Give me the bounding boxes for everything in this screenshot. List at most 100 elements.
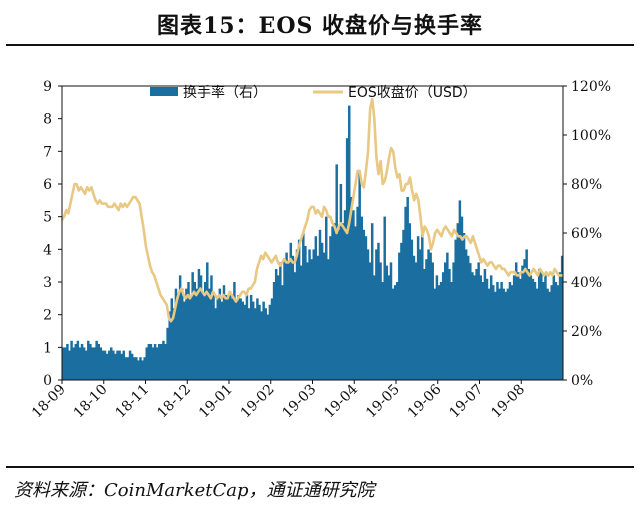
left-tick-label: 9 bbox=[43, 79, 52, 95]
turnover-bar bbox=[492, 285, 495, 380]
turnover-bar bbox=[256, 298, 259, 380]
turnover-bar bbox=[425, 259, 428, 380]
turnover-bar bbox=[176, 298, 180, 380]
legend: 换手率（右） EOS收盘价（USD） bbox=[150, 84, 477, 101]
legend-label-price: EOS收盘价（USD） bbox=[348, 84, 477, 101]
x-tick-label: 19-02 bbox=[238, 382, 278, 422]
turnover-bar bbox=[203, 282, 207, 380]
turnover-bar bbox=[308, 249, 311, 380]
turnover-bar bbox=[523, 259, 526, 380]
turnover-bar bbox=[137, 360, 140, 380]
turnover-bar bbox=[345, 138, 349, 380]
turnover-bar bbox=[126, 357, 130, 380]
x-axis-ticks: 18-09 18-10 18-11 18-12 19-01 19-02 19-03 19-04… bbox=[29, 380, 528, 421]
x-tick-label: 19-07 bbox=[446, 382, 486, 422]
turnover-bar bbox=[325, 216, 328, 380]
turnover-bar bbox=[533, 282, 537, 380]
x-tick-label: 18-11 bbox=[112, 382, 152, 422]
turnover-bar bbox=[508, 282, 512, 380]
turnover-bar bbox=[329, 236, 332, 380]
turnover-bar bbox=[220, 301, 224, 380]
turnover-bar bbox=[68, 350, 71, 380]
turnover-bar bbox=[368, 262, 372, 380]
turnover-bar bbox=[343, 210, 347, 380]
turnover-bar bbox=[145, 347, 148, 380]
turnover-bar bbox=[229, 291, 232, 380]
turnover-bar bbox=[464, 249, 468, 380]
turnover-bar bbox=[291, 255, 295, 380]
turnover-bar bbox=[283, 259, 286, 380]
turnover-bar bbox=[70, 340, 73, 380]
turnover-bar bbox=[341, 223, 345, 380]
turnover-bar bbox=[512, 275, 516, 380]
turnover-bar bbox=[466, 255, 470, 380]
turnover-bar bbox=[105, 353, 109, 380]
turnover-bar bbox=[231, 298, 234, 380]
turnover-bar bbox=[110, 347, 113, 380]
turnover-bar bbox=[247, 308, 251, 380]
turnover-bar bbox=[224, 294, 228, 380]
chart-title: 图表15：EOS 收盘价与换手率 bbox=[156, 13, 484, 39]
turnover-bar bbox=[446, 252, 449, 380]
x-tick-label: 18-10 bbox=[71, 382, 111, 422]
turnover-bar bbox=[216, 298, 219, 380]
turnover-bar bbox=[226, 298, 230, 380]
turnover-bar bbox=[381, 282, 384, 380]
left-tick-label: 6 bbox=[43, 177, 52, 193]
turnover-bar bbox=[249, 294, 253, 380]
turnover-bar bbox=[327, 259, 330, 380]
turnover-bar bbox=[114, 353, 117, 380]
turnover-bar bbox=[370, 223, 374, 380]
turnover-bar bbox=[212, 291, 215, 380]
turnover-bar bbox=[285, 252, 288, 380]
x-tick-label: 19-08 bbox=[488, 382, 528, 422]
turnover-bar bbox=[214, 308, 217, 380]
turnover-bar bbox=[502, 288, 505, 380]
turnover-bar bbox=[535, 288, 539, 380]
turnover-bar bbox=[469, 263, 472, 380]
turnover-bar bbox=[406, 196, 409, 380]
left-tick-label: 0 bbox=[43, 373, 52, 389]
turnover-bar bbox=[439, 282, 443, 380]
x-tick-label: 19-04 bbox=[321, 381, 361, 421]
turnover-bar bbox=[354, 226, 357, 380]
turnover-bar bbox=[350, 196, 353, 380]
turnover-bar bbox=[352, 210, 355, 380]
turnover-bar bbox=[266, 314, 270, 380]
turnover-bar bbox=[254, 308, 257, 380]
turnover-bar bbox=[546, 288, 549, 380]
turnover-bar bbox=[118, 350, 121, 380]
turnover-bar bbox=[379, 262, 382, 380]
turnover-bar bbox=[485, 278, 489, 380]
turnover-bar bbox=[82, 347, 86, 380]
turnover-bar bbox=[245, 294, 249, 380]
turnover-bar bbox=[87, 340, 90, 380]
turnover-bar bbox=[418, 249, 422, 380]
turnover-bar bbox=[289, 242, 293, 380]
turnover-bar bbox=[91, 347, 94, 380]
turnover-bar bbox=[201, 291, 205, 380]
turnover-bar bbox=[437, 285, 441, 380]
turnover-bar bbox=[531, 278, 535, 380]
turnover-bar bbox=[130, 353, 134, 380]
turnover-bar bbox=[116, 350, 119, 380]
turnover-bar bbox=[410, 239, 414, 380]
turnover-bar bbox=[347, 105, 351, 380]
turnover-bar bbox=[185, 288, 188, 380]
turnover-bar bbox=[258, 304, 261, 380]
turnover-bar bbox=[95, 340, 98, 380]
turnover-bar bbox=[421, 233, 424, 380]
turnover-bar bbox=[489, 275, 493, 380]
turnover-bar bbox=[241, 301, 245, 380]
turnover-bar bbox=[391, 288, 395, 380]
x-tick-label: 19-01 bbox=[196, 382, 236, 422]
turnover-bar bbox=[460, 216, 464, 380]
right-tick-label: 20% bbox=[571, 324, 602, 340]
turnover-bar bbox=[164, 343, 167, 380]
turnover-bar bbox=[404, 206, 407, 380]
turnover-bar bbox=[375, 249, 378, 380]
footer-divider bbox=[6, 466, 634, 468]
turnover-bar bbox=[366, 249, 370, 380]
turnover-bar bbox=[107, 350, 111, 380]
turnover-bar bbox=[358, 171, 361, 380]
